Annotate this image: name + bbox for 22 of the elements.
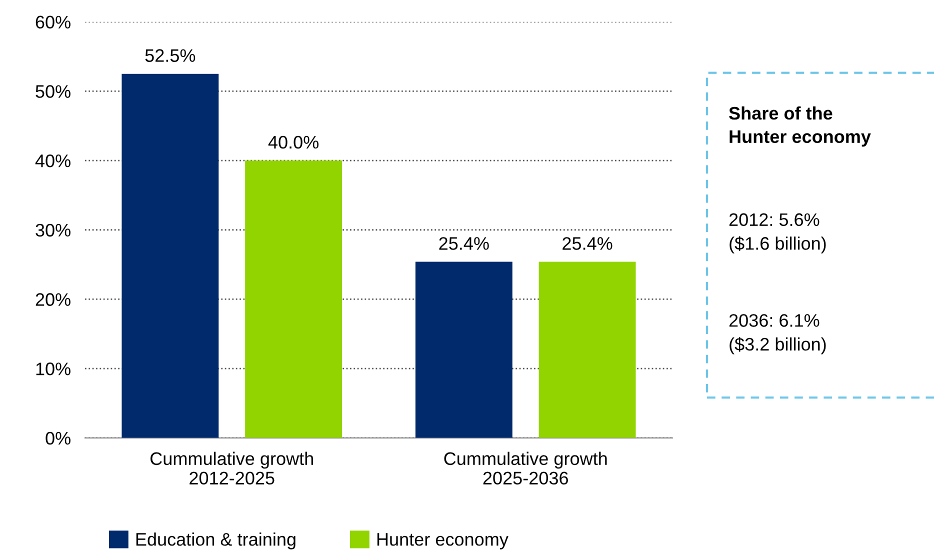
data-label: 25.4% xyxy=(439,237,489,250)
x-tick-label: Cummulative growth 2012-2025 xyxy=(150,452,313,485)
y-tick-label: 0% xyxy=(46,432,70,445)
bar xyxy=(245,160,342,438)
legend-label: Education & training xyxy=(136,532,296,550)
y-tick-label: 10% xyxy=(36,362,70,376)
text: Share of the Hunter economy xyxy=(729,106,871,147)
y-tick-label: 60% xyxy=(36,16,70,29)
text: 2036: 6.1% ($3.2 billion) xyxy=(729,314,826,354)
y-tick-label: 30% xyxy=(36,224,70,237)
data-label: 25.4% xyxy=(562,237,612,250)
y-tick-label: 20% xyxy=(36,293,70,306)
data-label: 52.5% xyxy=(145,49,196,62)
y-tick-label: 50% xyxy=(36,85,70,98)
legend-label: Hunter economy xyxy=(377,533,508,550)
bar xyxy=(538,262,636,438)
text: 2012: 5.6% ($1.6 billion) xyxy=(729,213,826,254)
data-label: 40.0% xyxy=(268,136,319,149)
bar xyxy=(122,74,219,438)
y-tick-label: 40% xyxy=(35,154,70,168)
x-tick-label: Cummulative growth 2025-2036 xyxy=(444,452,607,485)
bar xyxy=(415,262,512,438)
